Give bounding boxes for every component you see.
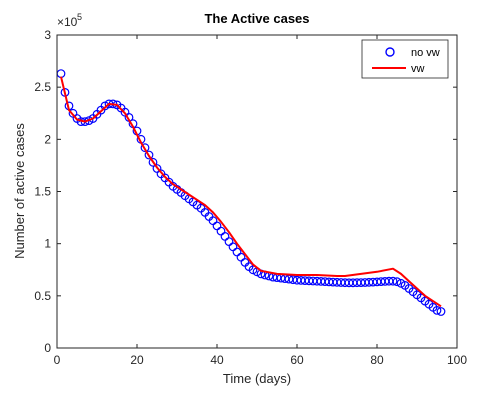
y-exponent-power: 5 (77, 12, 82, 22)
x-tick-label: 40 (210, 353, 224, 367)
data-point-no-vw (392, 277, 402, 287)
x-axis-title: Time (days) (223, 371, 291, 386)
legend-marker-no-vw (385, 47, 395, 57)
data-point-no-vw (388, 276, 398, 286)
y-tick-label: 2.5 (34, 80, 51, 94)
y-tick-label: 0 (44, 341, 51, 355)
ticks-layer: 0 20 40 60 80 100 0 0.5 1 1.5 2 2.5 3 (34, 28, 467, 367)
data-point-no-vw (432, 306, 442, 315)
data-point-no-vw (148, 157, 158, 167)
series-layer (56, 69, 446, 316)
legend-box (361, 39, 449, 79)
y-tick-label: 3 (44, 28, 51, 42)
x-tick-label: 0 (54, 353, 61, 367)
y-tick-label: 1.5 (34, 185, 51, 199)
plot-frame (56, 34, 458, 349)
y-tick-label: 2 (44, 132, 51, 146)
data-point-no-vw (140, 143, 150, 153)
legend: no vw vw (361, 39, 449, 79)
chart-title: The Active cases (204, 11, 309, 26)
data-point-no-vw (144, 150, 154, 160)
legend-label-no-vw: no vw (411, 47, 440, 59)
y-tick-label: 0.5 (34, 289, 51, 303)
y-exponent-label: ×10 5 (57, 12, 82, 29)
series-line-vw (60, 76, 442, 308)
legend-label-vw: vw (411, 63, 425, 75)
y-exponent-base: ×10 (57, 15, 78, 29)
y-axis-title: Number of active cases (12, 123, 27, 259)
x-tick-label: 80 (370, 353, 384, 367)
x-tick-label: 60 (290, 353, 304, 367)
plot-area (57, 35, 457, 348)
y-tick-label: 1 (44, 237, 51, 251)
data-point-no-vw (436, 307, 446, 316)
x-tick-label: 100 (447, 353, 467, 367)
x-tick-label: 20 (130, 353, 144, 367)
